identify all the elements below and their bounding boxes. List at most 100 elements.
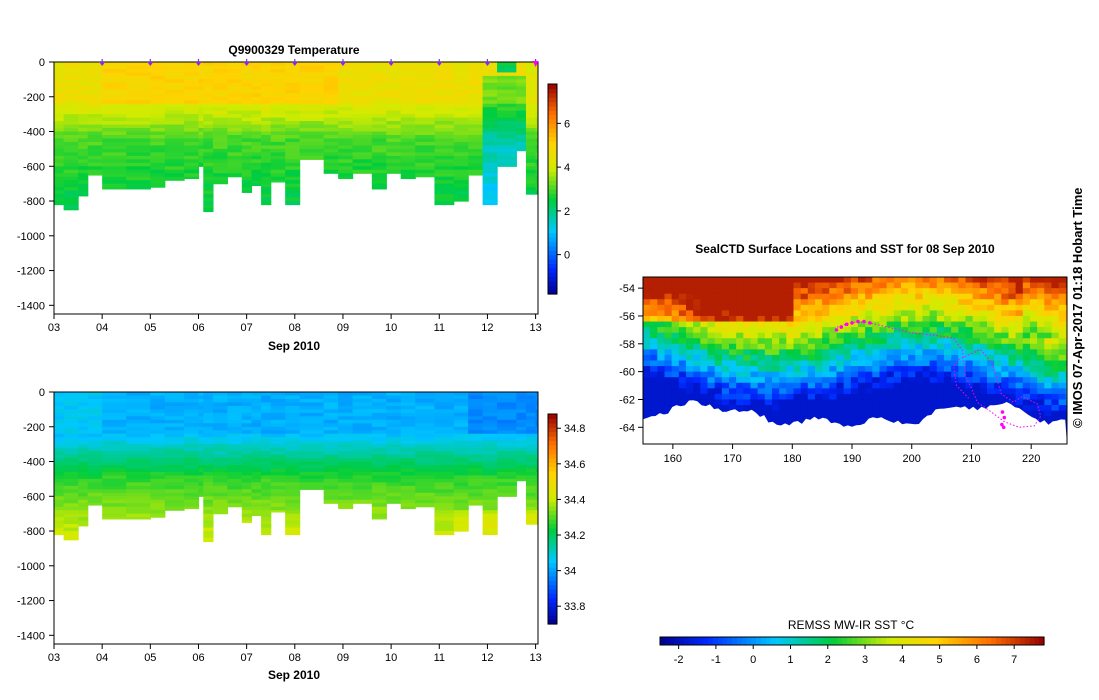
heatmap-cell (525, 180, 537, 185)
heatmap-cell (251, 68, 262, 74)
heatmap-cell (386, 444, 402, 449)
sst-cell (1037, 343, 1046, 351)
heatmap-cell (78, 478, 89, 483)
sst-cell (1058, 343, 1067, 351)
heatmap-cell (63, 475, 79, 480)
colorbar-swatch (976, 637, 983, 645)
heatmap-cell (386, 138, 402, 143)
heatmap-cell (386, 416, 402, 421)
sst-cell (994, 388, 1003, 395)
heatmap-cell (198, 423, 204, 428)
heatmap-cell (371, 426, 387, 431)
sst-cell (1044, 393, 1053, 401)
heatmap-cell (270, 475, 286, 480)
heatmap-cell (184, 419, 200, 424)
sst-cell (771, 304, 781, 312)
sst-cell (750, 360, 759, 367)
sst-cell (936, 310, 945, 317)
heatmap-cell (352, 121, 373, 126)
sst-cell (908, 304, 917, 312)
heatmap-cell (261, 62, 272, 67)
heatmap-cell (164, 100, 185, 105)
heatmap-cell (150, 499, 166, 504)
sst-cell (707, 315, 716, 323)
sst-cell (743, 399, 752, 406)
heatmap-cell (352, 62, 373, 67)
heatmap-cell (482, 419, 498, 424)
sst-cell (857, 293, 867, 301)
heatmap-cell (386, 162, 402, 167)
heatmap-cell (150, 395, 166, 400)
sst-cell (1044, 293, 1053, 301)
heatmap-cell (352, 82, 373, 87)
sst-cell (671, 382, 680, 390)
heatmap-cell (323, 440, 339, 445)
sst-cell (850, 327, 859, 334)
sst-cell (678, 315, 687, 323)
heatmap-cell (87, 416, 103, 421)
sst-cell (979, 366, 988, 373)
heatmap-cell (453, 506, 469, 511)
sst-cell (857, 382, 867, 390)
heatmap-cell (212, 62, 228, 67)
heatmap-cell (54, 197, 65, 202)
heatmap-cell (323, 444, 339, 449)
heatmap-cell (78, 166, 89, 171)
heatmap-cell (102, 444, 127, 449)
heatmap-cell (525, 173, 537, 178)
heatmap-cell (323, 405, 339, 410)
colorbar-swatch (813, 637, 819, 645)
heatmap-cell (299, 405, 325, 410)
sst-cell (814, 315, 824, 323)
sst-cell (643, 338, 652, 345)
colorbar-swatch (548, 259, 557, 264)
heatmap-cell (497, 458, 517, 463)
sst-cell (915, 382, 924, 390)
sst-cell (800, 382, 809, 390)
heatmap-cell (352, 166, 373, 171)
heatmap-cell (270, 489, 286, 494)
heatmap-cell (203, 447, 214, 452)
heatmap-cell (468, 447, 484, 452)
heatmap-cell (497, 110, 517, 115)
heatmap-cell (251, 117, 262, 122)
heatmap-cell (525, 183, 537, 188)
sst-cell (829, 327, 838, 334)
sst-cell (764, 299, 773, 306)
heatmap-cell (386, 464, 402, 470)
sst-cell (843, 377, 852, 384)
sst-cell (721, 399, 730, 406)
sst-cell (822, 338, 831, 345)
sst-cell (958, 310, 967, 317)
sst-cell (929, 371, 938, 379)
heatmap-cell (241, 103, 253, 108)
heatmap-cell (535, 499, 538, 504)
heatmap-cell (203, 162, 214, 167)
sst-cell (1044, 410, 1053, 418)
heatmap-cell (78, 128, 89, 133)
heatmap-cell (126, 128, 151, 133)
heatmap-cell (285, 190, 301, 195)
sst-cell (671, 354, 680, 362)
heatmap-cell (150, 138, 166, 143)
sst-cell (972, 321, 981, 328)
heatmap-cell (78, 447, 89, 452)
sst-cell (1058, 393, 1067, 401)
heatmap-cell (63, 138, 79, 143)
sst-cell (779, 338, 788, 345)
heatmap-cell (386, 461, 402, 466)
heatmap-cell (400, 62, 416, 67)
sst-cell (872, 343, 881, 351)
sst-cell (986, 315, 996, 323)
sst-cell (693, 315, 702, 323)
heatmap-cell (299, 433, 325, 438)
heatmap-cell (285, 503, 301, 508)
heatmap-cell (87, 86, 103, 91)
sst-cell (772, 444, 780, 450)
heatmap-cell (212, 117, 228, 122)
sst-cell (1015, 277, 1024, 284)
sst-cell (979, 343, 988, 351)
heatmap-cell (323, 482, 339, 487)
heatmap-cell (212, 392, 228, 397)
heatmap-cell (453, 454, 469, 459)
